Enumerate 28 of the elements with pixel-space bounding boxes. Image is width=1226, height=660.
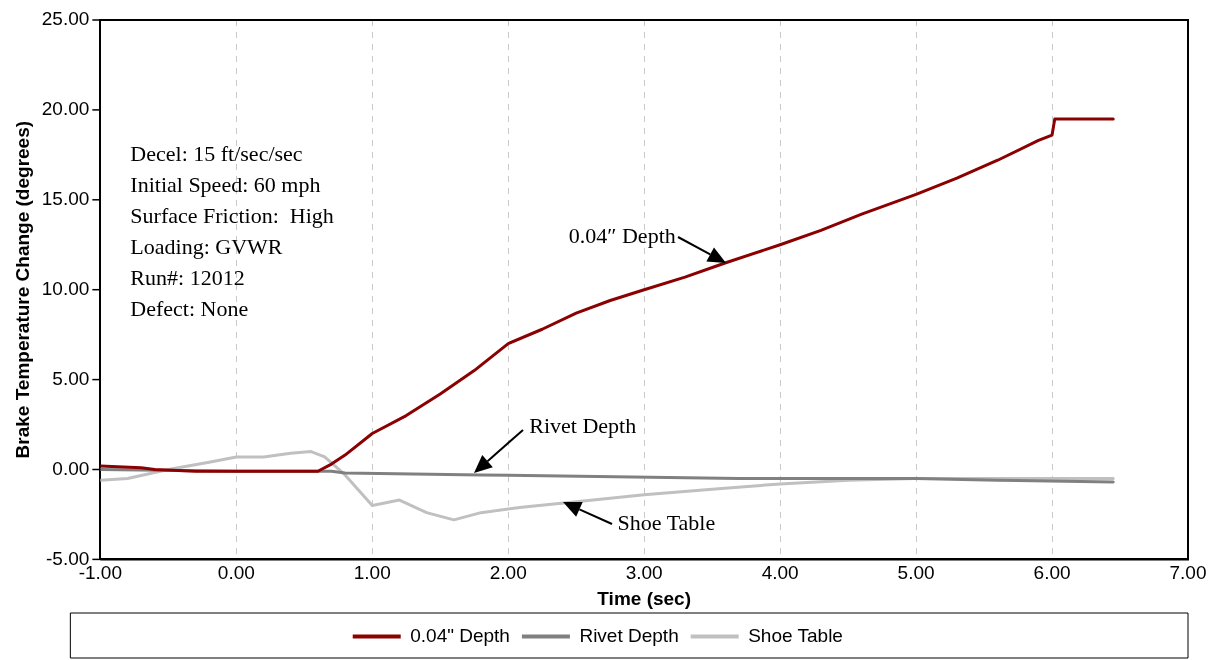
x-tick-label: 1.00 (353, 562, 391, 584)
y-tick-label: 5.00 (52, 367, 90, 389)
annotation: 0.04″ Depth (568, 222, 676, 248)
legend-label: 0.04" Depth (410, 624, 510, 646)
y-tick-label: 10.00 (41, 277, 90, 299)
x-tick-label: 0.00 (217, 562, 255, 584)
x-tick-label: 3.00 (625, 562, 663, 584)
x-tick-label: 2.00 (489, 562, 527, 584)
annotation: Rivet Depth (529, 412, 637, 438)
y-axis-title: Brake Temperature Change (degrees) (11, 120, 33, 459)
x-tick-label: 7.00 (1169, 562, 1207, 584)
annotation: Decel: 15 ft/sec/sec (130, 140, 303, 166)
x-tick-label: 5.00 (897, 562, 935, 584)
y-tick-label: 25.00 (41, 8, 90, 30)
x-tick-label: 4.00 (761, 562, 799, 584)
annotation: Loading: GVWR (130, 233, 283, 259)
y-tick-label: 20.00 (41, 98, 90, 120)
x-tick-label: 6.00 (1033, 562, 1071, 584)
annotation: Defect: None (130, 295, 249, 321)
y-tick-label: 0.00 (52, 457, 90, 479)
annotation: Run#: 12012 (130, 264, 245, 290)
x-axis-title: Time (sec) (597, 587, 691, 609)
y-tick-label: 15.00 (41, 188, 90, 210)
annotation: Shoe Table (617, 509, 716, 535)
annotation: Initial Speed: 60 mph (130, 171, 321, 197)
legend-label: Rivet Depth (579, 624, 679, 646)
annotation: Surface Friction: High (130, 202, 334, 228)
legend-label: Shoe Table (748, 624, 843, 646)
